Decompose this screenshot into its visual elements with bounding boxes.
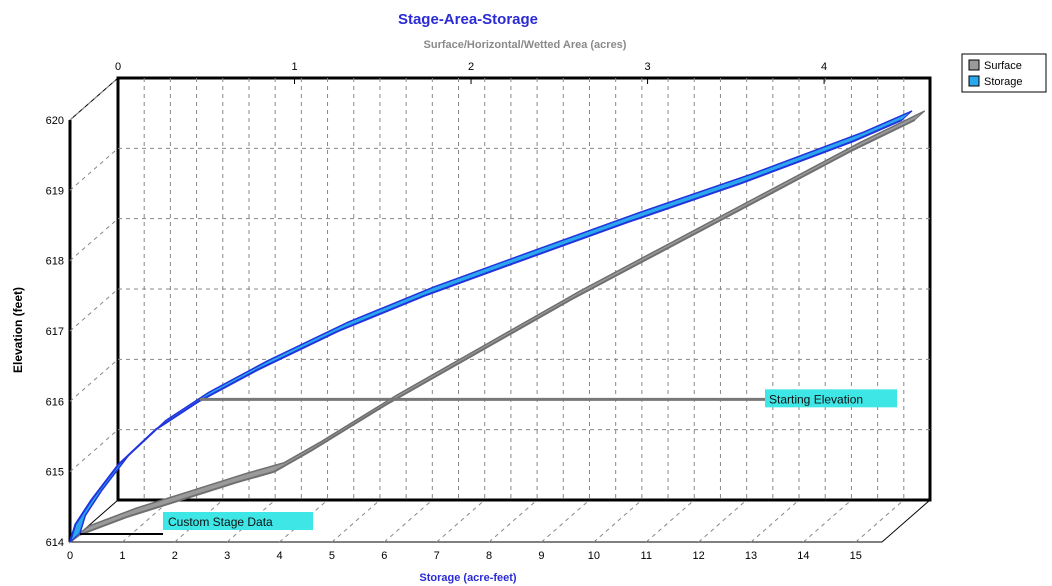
grid-floor-diag	[436, 499, 486, 543]
depth-edge-bottom-right	[881, 499, 931, 543]
y-axis-label: Elevation (feet)	[11, 287, 25, 373]
top-axis-label: Surface/Horizontal/Wetted Area (acres)	[424, 39, 627, 51]
x-bottom-tick-label: 12	[693, 550, 705, 562]
plot-frame	[68, 76, 932, 543]
starting-elevation-label: Starting Elevation	[769, 392, 863, 406]
x-top-tick-label: 4	[821, 61, 827, 73]
surface-back-line	[79, 110, 926, 534]
y-tick-label: 614	[46, 537, 64, 549]
grid-floor-diag	[226, 499, 276, 543]
series-group	[68, 110, 926, 544]
x-top-tick-label: 3	[645, 61, 651, 73]
x-bottom-tick-label: 11	[641, 550, 652, 562]
storage-back-line	[79, 110, 913, 534]
grid-floor-diag	[383, 499, 433, 543]
x-bottom-tick-label: 13	[745, 550, 757, 562]
annotations-group: Starting Elevation Custom Stage Data	[80, 389, 897, 535]
grid-floor-diag	[279, 499, 328, 543]
legend-swatch-surface	[968, 59, 980, 71]
grid-floor-diag	[855, 499, 905, 543]
x-bottom-tick-label: 10	[588, 550, 600, 562]
y-tick-label: 620	[46, 115, 64, 127]
grid-h-side	[69, 358, 119, 402]
legend-label-surface: Surface	[984, 60, 1022, 72]
storage-front-line	[69, 119, 903, 543]
grid-h-side	[69, 288, 119, 332]
y-tick-label: 617	[46, 326, 64, 338]
surface-front-line	[69, 119, 916, 543]
y-tick-label: 619	[46, 185, 64, 197]
grid-floor-diag	[488, 499, 538, 543]
grid-h-side	[69, 218, 119, 262]
grid-floor-diag	[698, 499, 747, 543]
custom-stage-data-label: Custom Stage Data	[168, 515, 273, 529]
x-bottom-tick-label: 5	[329, 550, 335, 562]
x-bottom-tick-label: 7	[434, 550, 440, 562]
x-bottom-tick-label: 0	[67, 550, 73, 562]
x-bottom-tick-label: 2	[172, 550, 178, 562]
grid-floor-diag	[645, 499, 695, 543]
x-bottom-tick-label: 15	[850, 550, 862, 562]
legend-label-storage: Storage	[984, 76, 1023, 88]
x-bottom-tick-label: 14	[797, 550, 809, 562]
grid-floor-diag	[331, 499, 381, 543]
x-bottom-tick-label: 6	[381, 550, 387, 562]
grid-h-side	[69, 147, 119, 191]
y-tick-label: 615	[46, 467, 64, 479]
chart-title: Stage-Area-Storage	[398, 11, 538, 28]
x-top-tick-label: 2	[468, 61, 474, 73]
grid-h-side	[69, 77, 119, 121]
x-axis-label: Storage (acre-feet)	[419, 572, 517, 584]
x-top-tick-label: 0	[115, 61, 121, 73]
y-tick-label: 618	[46, 256, 64, 268]
grid-lines	[69, 77, 930, 543]
grid-floor-diag	[750, 499, 800, 543]
grid-floor-diag	[803, 499, 852, 543]
x-bottom-tick-label: 1	[119, 550, 125, 562]
x-bottom-tick-label: 4	[276, 550, 282, 562]
x-bottom-tick-label: 8	[486, 550, 492, 562]
custom-stage-data-label-bg	[163, 512, 313, 530]
y-tick-label: 616	[46, 396, 64, 408]
x-bottom-tick-label: 9	[538, 550, 544, 562]
starting-elevation-label-bg	[765, 389, 897, 408]
legend-swatch-storage	[968, 75, 980, 87]
x-bottom-tick-label: 3	[224, 550, 230, 562]
grid-floor-diag	[541, 499, 590, 543]
legend: Surface Storage	[961, 53, 1047, 93]
grid-floor-diag	[593, 499, 643, 543]
x-top-tick-label: 1	[291, 61, 297, 73]
grid-floor-diag	[174, 499, 224, 543]
grid-h-side	[69, 429, 119, 473]
